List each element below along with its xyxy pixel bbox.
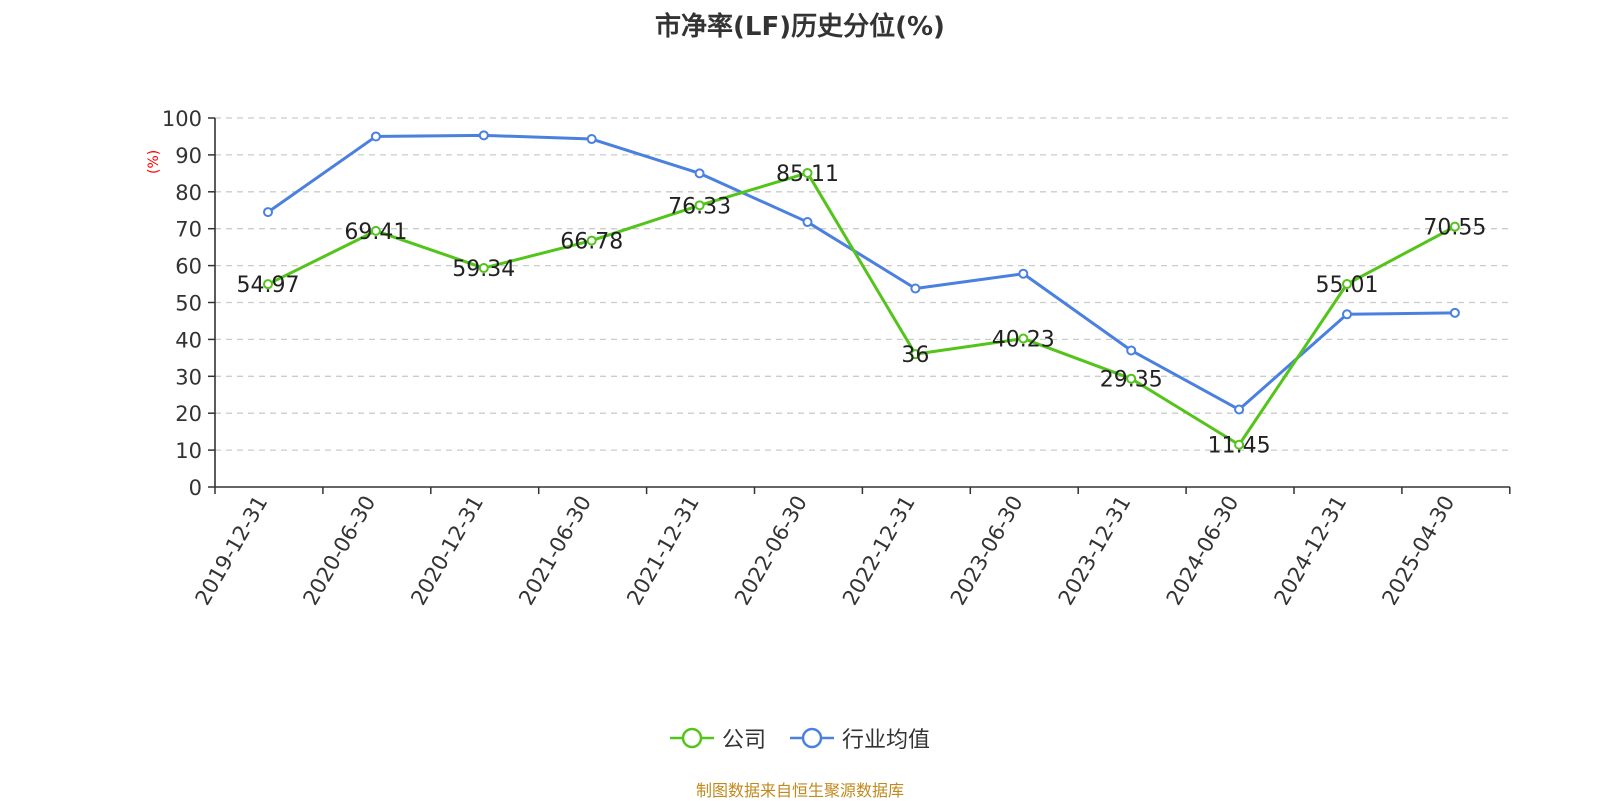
data-label-company-8: 29.35	[1100, 368, 1163, 393]
point-s1-6	[910, 283, 921, 294]
data-label-company-1: 69.41	[344, 220, 407, 245]
point-s1-1	[370, 131, 381, 142]
y-tick-label-70: 70	[175, 218, 202, 242]
point-s0-10	[1342, 279, 1352, 290]
x-tick-label-2023-12-31: 2023-12-31	[1054, 492, 1136, 610]
data-label-company-3: 66.78	[560, 230, 623, 255]
y-tick-label-30: 30	[175, 365, 202, 389]
point-s0-8	[1126, 373, 1137, 384]
point-s0-1	[370, 225, 381, 236]
point-s0-4	[694, 200, 705, 211]
legend-label-company: 公司	[721, 728, 766, 753]
x-tick-label-2022-06-30: 2022-06-30	[730, 492, 812, 610]
series-line-0	[266, 171, 1457, 447]
y-axis-unit-label: (%)	[146, 149, 162, 174]
y-tick-label-100: 100	[162, 107, 202, 131]
point-s1-4	[694, 168, 705, 179]
legend-industry-line-circle-icon	[790, 727, 834, 749]
x-tick-label-2022-12-31: 2022-12-31	[838, 492, 920, 610]
point-s0-9	[1234, 439, 1245, 450]
point-s1-11	[1449, 307, 1460, 318]
legend-label-industry-average: 行业均值	[842, 728, 931, 753]
point-s0-0	[263, 279, 273, 290]
point-s0-3	[586, 235, 597, 246]
data-label-company-7: 40.23	[992, 328, 1055, 353]
point-s1-3	[586, 134, 597, 145]
point-s0-7	[1018, 333, 1029, 344]
y-tick-label-0: 0	[189, 476, 202, 500]
legend-item-company[interactable]: 公司	[669, 722, 766, 754]
data-label-company-10: 55.01	[1316, 273, 1379, 298]
x-tick-label-2024-12-31: 2024-12-31	[1270, 492, 1352, 610]
chart-title: 市净率(LF)历史分位(%)	[655, 12, 945, 42]
y-tick-label-90: 90	[175, 144, 202, 168]
point-s0-2	[478, 263, 489, 274]
series-line-1	[266, 133, 1457, 412]
x-tick-label-2023-06-30: 2023-06-30	[946, 492, 1028, 610]
point-s0-5	[802, 167, 813, 178]
data-label-company-0: 54.97	[237, 273, 300, 298]
legend-item-industry-average[interactable]: 行业均值	[790, 722, 930, 754]
y-tick-label-20: 20	[175, 402, 202, 426]
data-label-company-9: 11.45	[1208, 434, 1271, 459]
point-s1-5	[802, 217, 813, 228]
y-tick-label-80: 80	[175, 181, 202, 205]
data-label-company-6: 36	[901, 343, 929, 368]
point-s1-0	[263, 207, 273, 218]
y-tick-label-40: 40	[175, 328, 202, 352]
point-s1-7	[1018, 268, 1029, 279]
data-label-company-11: 70.55	[1423, 216, 1486, 241]
point-s0-11	[1449, 221, 1460, 232]
chart-legend: 公司 行业均值	[0, 722, 1600, 754]
data-label-company-4: 76.33	[668, 194, 731, 219]
x-tick-label-2025-04-30: 2025-04-30	[1377, 492, 1459, 610]
y-tick-label-50: 50	[175, 292, 202, 316]
point-s0-6	[910, 349, 921, 360]
x-tick-label-2019-12-31: 2019-12-31	[191, 492, 273, 610]
x-tick-label-2020-12-31: 2020-12-31	[406, 492, 488, 610]
point-s1-9	[1234, 404, 1245, 415]
data-label-company-5: 85.11	[776, 162, 839, 187]
y-tick-label-60: 60	[175, 255, 202, 279]
x-tick-label-2020-06-30: 2020-06-30	[298, 492, 380, 610]
y-tick-label-10: 10	[175, 439, 202, 463]
point-s1-10	[1342, 309, 1352, 320]
data-source-note: 制图数据来自恒生聚源数据库	[695, 781, 904, 800]
x-tick-label-2021-06-30: 2021-06-30	[514, 492, 596, 610]
x-tick-label-2024-06-30: 2024-06-30	[1162, 492, 1244, 610]
data-label-company-2: 59.34	[452, 257, 515, 282]
legend-company-line-circle-icon	[669, 727, 714, 749]
point-s1-2	[478, 130, 489, 141]
x-tick-label-2021-12-31: 2021-12-31	[622, 492, 704, 610]
point-s1-8	[1126, 345, 1137, 356]
